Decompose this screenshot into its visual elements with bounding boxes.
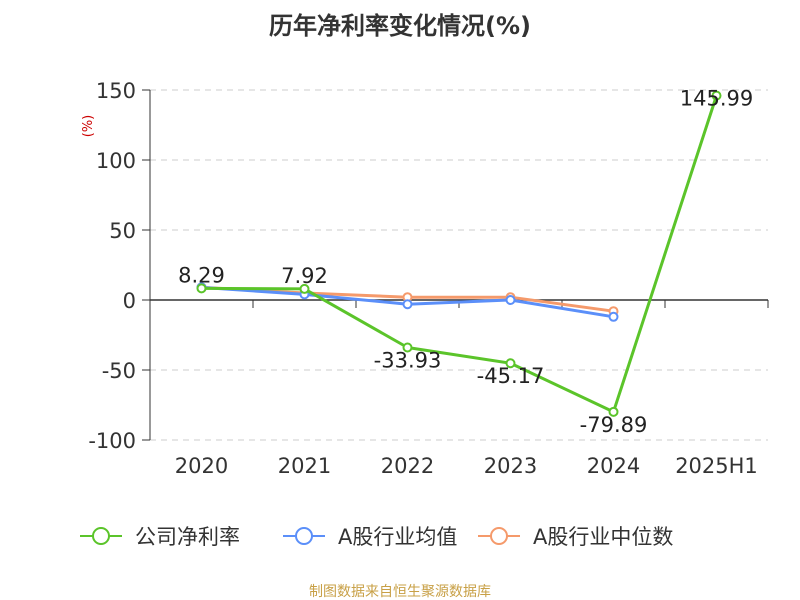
data-point [402, 342, 413, 353]
data-label: -45.17 [477, 364, 545, 388]
data-point [505, 358, 516, 369]
y-tick-label: 50 [109, 219, 136, 243]
data-label: 7.92 [281, 264, 328, 288]
y-tick-label: 0 [123, 289, 136, 313]
data-point [608, 406, 619, 417]
grid-lines [150, 89, 768, 441]
y-tick-label: -50 [102, 359, 136, 383]
y-tick-label: 150 [96, 79, 136, 103]
x-tick-label: 2020 [175, 454, 228, 478]
legend-marker [295, 527, 313, 545]
legend-marker [92, 527, 110, 545]
chart-title: 历年净利率变化情况(%) [269, 12, 531, 40]
y-axis-unit-label: (%) [81, 115, 96, 138]
data-point [299, 283, 310, 294]
legend-label: A股行业均值 [338, 525, 457, 549]
y-tick-label: -100 [88, 429, 136, 453]
data-point [505, 295, 516, 305]
x-tick-label: 2022 [381, 454, 434, 478]
data-labels: 8.29 7.92 -33.93 -45.17 -79.89 145.99 [178, 87, 753, 437]
x-tick-label: 2021 [278, 454, 331, 478]
legend-label: A股行业中位数 [533, 525, 673, 549]
data-label: 145.99 [680, 87, 753, 111]
data-label: 8.29 [178, 263, 225, 287]
legend-marker [490, 527, 508, 545]
data-label: -33.93 [374, 349, 442, 373]
data-point [711, 90, 722, 101]
source-note: 制图数据来自恒生聚源数据库 [309, 584, 491, 600]
x-tick-label: 2023 [484, 454, 537, 478]
x-tick-label: 2024 [587, 454, 640, 478]
series-lines [196, 90, 722, 417]
data-point [608, 311, 619, 322]
data-label: -79.89 [580, 413, 648, 437]
data-point [196, 283, 207, 294]
y-tick-label: 100 [96, 149, 136, 173]
x-tick-label: 2025H1 [675, 454, 758, 478]
axes: 150 100 50 0 -50 -100 2020 2021 2022 2023 2024 2025… [88, 79, 769, 478]
legend: 公司净利率 A股行业均值 A股行业中位数 [80, 525, 673, 549]
series-line [201, 95, 718, 414]
legend-label: 公司净利率 [135, 525, 240, 549]
data-point [402, 299, 413, 310]
